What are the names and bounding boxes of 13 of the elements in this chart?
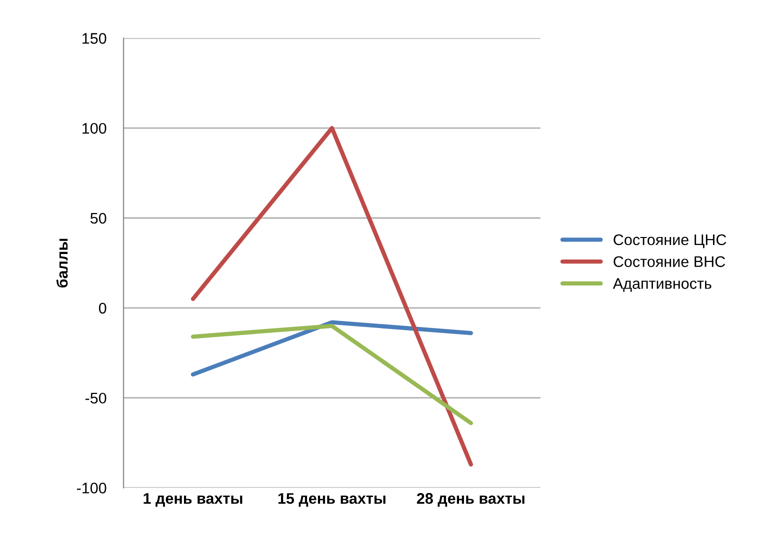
- x-tick-label: 15 день вахты: [278, 493, 386, 507]
- x-tick-label: 28 день вахты: [416, 493, 524, 507]
- y-tick-label: -100: [76, 482, 106, 494]
- y-tick-label: 100: [82, 122, 106, 134]
- y-tick-label: -50: [85, 392, 106, 404]
- y-tick-label: 50: [90, 212, 106, 224]
- legend-label: Адаптивность: [612, 278, 712, 292]
- y-tick-label: 150: [82, 33, 106, 44]
- x-tick-label: 1 день вахты: [144, 493, 242, 507]
- y-axis-title: баллы: [56, 238, 68, 288]
- legend-label: Состояние ВНС: [614, 256, 726, 268]
- y-tick-label: 0: [98, 302, 106, 314]
- legend-label: Состояние ЦНС: [614, 234, 726, 248]
